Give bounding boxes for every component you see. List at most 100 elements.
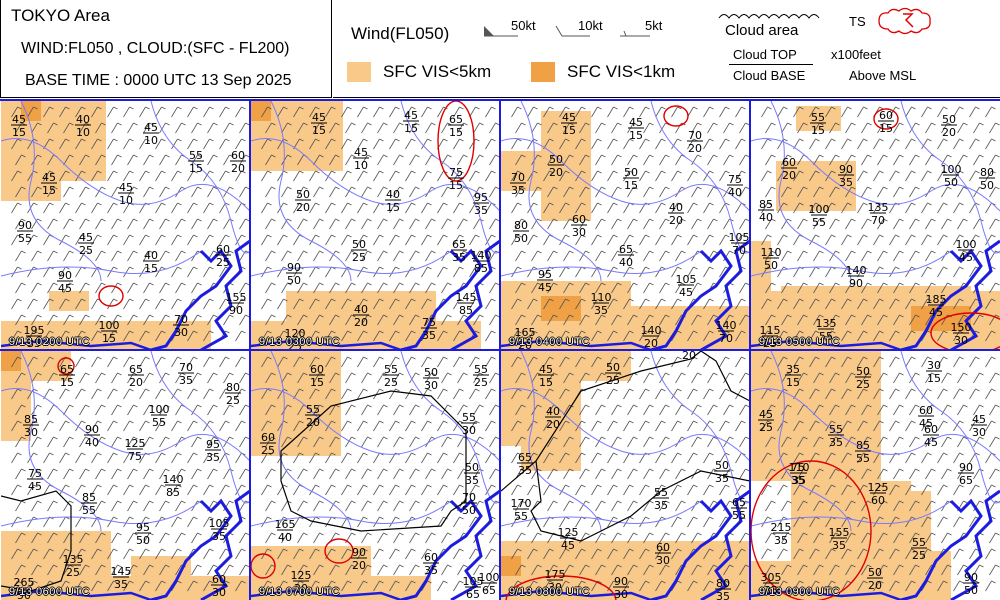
- cloud-base-value: 15: [786, 376, 800, 389]
- cloud-base-value: 15: [927, 372, 941, 385]
- wind-barb-legend-icon: [484, 25, 650, 37]
- cloud-top-value: 110: [789, 461, 810, 474]
- cloud-base-value: 35: [774, 534, 788, 547]
- vis-lt5km-area: [501, 151, 546, 191]
- forecast-panel-0600: 65 15 65 20 70 35 80 25 100 55 85 30 90 40 125 75 95 35 75…: [1, 351, 250, 600]
- cloud-base-value: 10: [76, 126, 90, 139]
- vis-lt5km-area: [751, 241, 771, 291]
- cloud-top-value: 60: [212, 573, 226, 586]
- cloud-area-legend-icon: [718, 14, 820, 19]
- cloud-top-value: 45: [79, 231, 93, 244]
- cloud-top-value: 265: [14, 576, 35, 589]
- cloud-top-value: 90: [85, 423, 99, 436]
- cloud-base-value: 30: [656, 554, 670, 567]
- legend-ts: TS: [849, 14, 866, 29]
- cloud-top-value: 55: [189, 149, 203, 162]
- cloud-base-value: 40: [278, 531, 292, 544]
- cloud-base-value: 35: [594, 304, 608, 317]
- cloud-top-value: 75: [28, 467, 42, 480]
- cloud-base-value: 20: [518, 339, 532, 350]
- cloud-base-value: 30: [174, 326, 188, 339]
- cloud-base-value: 55: [812, 216, 826, 229]
- cloud-top-value: 135: [63, 553, 84, 566]
- cloud-top-value: 65: [619, 243, 633, 256]
- cloud-top-value: 50: [715, 459, 729, 472]
- cloud-base-value: 45: [929, 306, 943, 319]
- cloud-top-value: 65: [449, 113, 463, 126]
- cloud-base-value: 15: [811, 124, 825, 137]
- cloud-top-value: 120: [285, 327, 306, 340]
- forecast-panel-0700: 60 15 55 25 50 30 55 25 55 20 60 25 55 30 50 35 70 50 165 4…: [251, 351, 500, 600]
- cloud-base-value: 45: [28, 480, 42, 493]
- chart-header: TOKYO Area WIND:FL050 , CLOUD:(SFC - FL2…: [0, 0, 1000, 100]
- cloud-top-value: 105: [463, 575, 484, 588]
- cloud-base-value: 25: [763, 337, 777, 350]
- cloud-top-value: 50: [296, 188, 310, 201]
- cloud-base-value: 20: [129, 376, 143, 389]
- cloud-top-value: 60: [572, 213, 586, 226]
- cloud-base-value: 45: [959, 251, 973, 264]
- cloud-base-value: 15: [386, 201, 400, 214]
- cloud-top-value: 65: [518, 451, 532, 464]
- forecast-panel-0500: 55 15 60 15 50 20 60 20 90 35 100 50 80 50 85 40 100 55 13…: [751, 101, 1000, 350]
- cloud-base-value: 20: [354, 316, 368, 329]
- cloud-base-value: 40: [759, 211, 773, 224]
- ts-cell-outline: [663, 105, 689, 127]
- title-box: TOKYO Area WIND:FL050 , CLOUD:(SFC - FL2…: [0, 0, 332, 98]
- cloud-base-value: 10: [354, 159, 368, 172]
- cloud-base-value: 15: [404, 122, 418, 135]
- ts-cell-outline: [505, 575, 617, 600]
- cloud-base-value: 25: [216, 256, 230, 269]
- cloud-top-value: 70: [174, 313, 188, 326]
- cloud-base-value: 35: [179, 374, 193, 387]
- legend-barb-5: 5kt: [645, 18, 663, 33]
- cloud-base-value: 35: [791, 474, 805, 487]
- cloud-base-value: 45: [561, 539, 575, 552]
- area-title: TOKYO Area: [11, 6, 110, 25]
- cloud-top-value: 80: [980, 166, 994, 179]
- cloud-base-value: 15: [312, 124, 326, 137]
- cloud-base-value: 15: [449, 179, 463, 192]
- cloud-base-value: 35: [832, 539, 846, 552]
- cloud-base-value: 15: [189, 162, 203, 175]
- ts-cell-outline: [751, 460, 872, 600]
- forecast-panel-0400: 45 15 45 15 70 20 50 20 50 15 70 35 75 40 40 20 80 50 60 30…: [501, 101, 750, 350]
- cloud-top-value: 100: [809, 203, 830, 216]
- cloud-top-value: 145: [111, 565, 132, 578]
- cloud-base-value: 20: [942, 126, 956, 139]
- vis-lt5km-area: [891, 551, 951, 600]
- cloud-top-value: 45: [404, 109, 418, 122]
- cloud-top-value: 195: [24, 324, 45, 337]
- cloud-top-value: 60: [656, 541, 670, 554]
- cloud-base-value: 30: [972, 426, 986, 439]
- cloud-top-value: 100: [941, 163, 962, 176]
